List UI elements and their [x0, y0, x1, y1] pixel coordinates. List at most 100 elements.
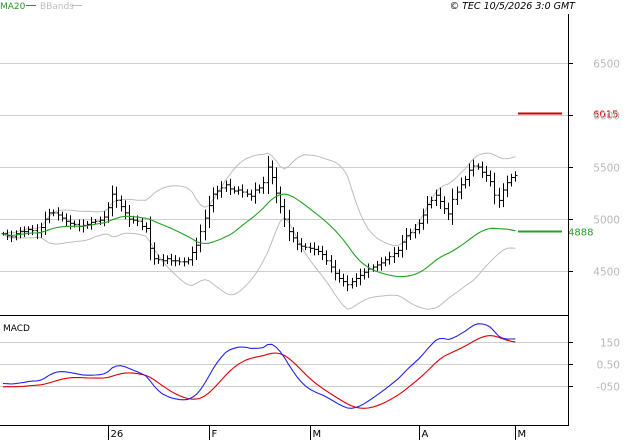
macd-label: MACD: [3, 324, 30, 334]
ohlc-bar: [383, 256, 388, 267]
ohlc-bar: [177, 257, 182, 266]
ohlc-bar: [207, 195, 212, 228]
ohlc-bar: [345, 275, 350, 292]
ohlc-bar: [18, 227, 23, 239]
legend-ma20-label: MA20: [0, 2, 26, 12]
ohlc-bar: [165, 255, 170, 265]
ohlc-bar: [169, 253, 174, 266]
ohlc-bar: [295, 231, 300, 251]
ohlc-bar: [236, 186, 241, 195]
ohlc-bar: [60, 211, 65, 222]
ohlc-bar: [266, 155, 271, 194]
ohlc-bars: [1, 155, 518, 292]
macd-signal-line: [2, 335, 516, 409]
ohlc-bar: [354, 273, 359, 287]
ohlc-bar: [148, 216, 153, 261]
ohlc-bar: [467, 163, 472, 187]
ohlc-bar: [232, 186, 237, 194]
ohlc-bar: [203, 209, 208, 241]
time-axis-label: 26: [111, 429, 124, 440]
macd-axis: 150 0.50 -050: [568, 338, 620, 394]
ohlc-bar: [240, 184, 245, 198]
ohlc-bar: [161, 254, 166, 267]
ohlc-bar: [119, 195, 124, 212]
ohlc-bar: [173, 255, 178, 267]
ohlc-bar: [513, 171, 518, 182]
ohlc-bar: [261, 176, 266, 194]
ohlc-bar: [341, 273, 346, 287]
ohlc-bar: [324, 250, 329, 265]
macd-grid: [0, 342, 568, 387]
ohlc-bar: [102, 211, 107, 227]
bollinger-lower-band: [2, 217, 516, 310]
ohlc-bar: [215, 185, 220, 200]
ohlc-bar: [408, 228, 413, 240]
ohlc-bar: [358, 268, 363, 286]
ohlc-bar: [497, 187, 502, 208]
ohlc-bar: [438, 187, 443, 209]
ohlc-bar: [350, 277, 355, 289]
ohlc-bar: [413, 223, 418, 239]
ohlc-bar: [434, 189, 439, 207]
ohlc-bar: [429, 196, 434, 209]
ohlc-bar: [224, 180, 229, 193]
ma20-line: [2, 193, 516, 278]
time-axis-label: M: [313, 429, 322, 440]
ohlc-bar: [425, 195, 430, 224]
ohlc-bar: [68, 215, 73, 230]
ohlc-bar: [455, 186, 460, 205]
indicator-level-label: 4888: [568, 228, 593, 239]
copyright-notice: © TEC 10/5/2026 3:0 GMT: [450, 1, 577, 12]
ohlc-bar: [362, 268, 367, 280]
time-axis-label: A: [422, 429, 429, 440]
ohlc-bar: [476, 163, 481, 170]
ohlc-bar: [110, 185, 115, 217]
macd-axis-label: 150: [600, 338, 620, 350]
ohlc-bar: [375, 260, 380, 272]
ohlc-bar: [459, 177, 464, 200]
ohlc-bar: [312, 242, 317, 256]
price-axis-label: 6000: [593, 111, 620, 123]
ohlc-bar: [144, 222, 149, 233]
ohlc-bar: [47, 208, 52, 224]
ohlc-bar: [249, 189, 254, 201]
ohlc-bar: [379, 257, 384, 271]
time-axis-label: F: [212, 429, 218, 440]
ohlc-bar: [152, 242, 157, 265]
ohlc-bar: [114, 186, 119, 208]
ohlc-bar: [450, 188, 455, 225]
ohlc-bar: [186, 257, 191, 265]
ohlc-bar: [190, 246, 195, 266]
ohlc-bar: [93, 218, 98, 225]
ohlc-bar: [270, 160, 275, 185]
price-grid: [0, 63, 568, 272]
ohlc-bar: [156, 254, 161, 264]
ohlc-bar: [329, 255, 334, 273]
ohlc-bar: [64, 213, 69, 227]
ohlc-bar: [211, 187, 216, 213]
ohlc-bar: [253, 182, 258, 204]
ohlc-bar: [106, 202, 111, 223]
bollinger-upper-band: [2, 152, 516, 247]
ohlc-bar: [442, 196, 447, 214]
time-axis: 26 F M A M: [108, 426, 526, 440]
ohlc-bar: [140, 217, 145, 231]
ohlc-bar: [505, 175, 510, 198]
ohlc-bar: [308, 242, 313, 253]
price-axis-label: 5000: [593, 215, 620, 227]
ohlc-bar: [333, 259, 338, 281]
ohlc-bar: [299, 238, 304, 253]
ohlc-bar: [198, 224, 203, 253]
ohlc-bar: [392, 247, 397, 264]
legend-bbands-label: BBands: [40, 2, 74, 12]
ohlc-bar: [274, 167, 279, 204]
ohlc-bar: [492, 172, 497, 205]
ohlc-bar: [316, 245, 321, 256]
macd-line: [2, 323, 516, 409]
ohlc-bar: [89, 217, 94, 230]
ohlc-bar: [257, 184, 262, 194]
ohlc-bar: [484, 165, 489, 182]
ohlc-bar: [396, 246, 401, 258]
ohlc-bar: [366, 263, 371, 278]
